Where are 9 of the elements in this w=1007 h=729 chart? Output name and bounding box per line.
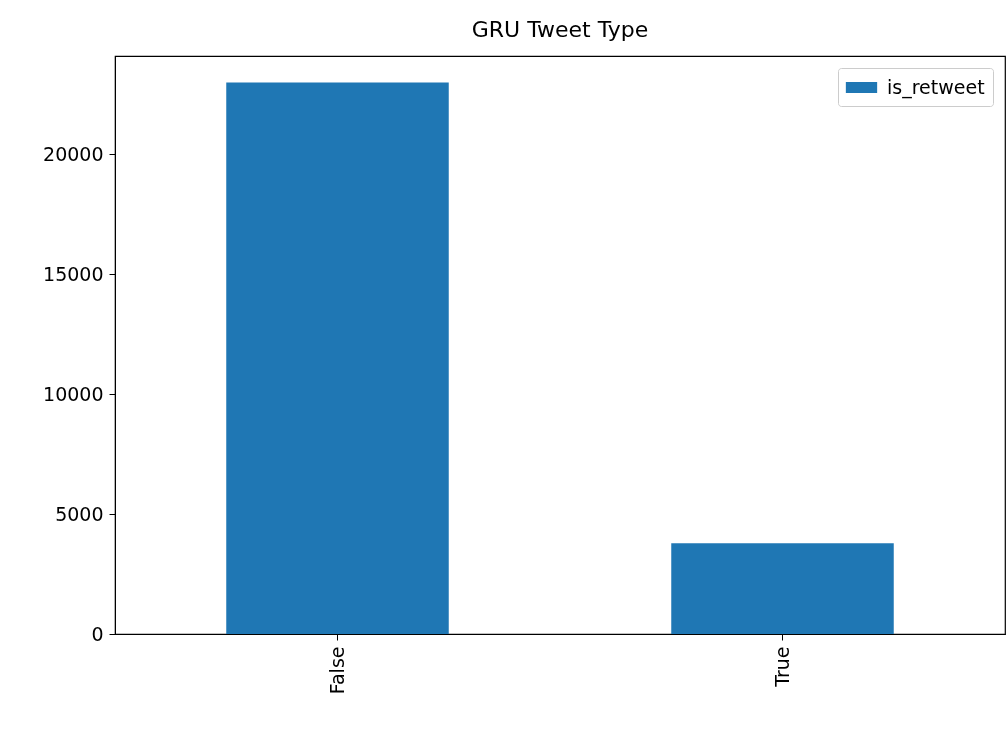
y-tick-label: 15000 <box>43 262 104 285</box>
y-tick-label: 0 <box>91 622 104 645</box>
y-tick-label: 10000 <box>43 382 104 405</box>
x-tick-label: True <box>770 646 793 688</box>
x-tick-label: False <box>325 646 348 695</box>
y-tick-label: 5000 <box>55 502 104 525</box>
chart-title: GRU Tweet Type <box>471 17 649 42</box>
legend-label: is_retweet <box>887 75 985 99</box>
y-tick-label: 20000 <box>43 142 104 165</box>
